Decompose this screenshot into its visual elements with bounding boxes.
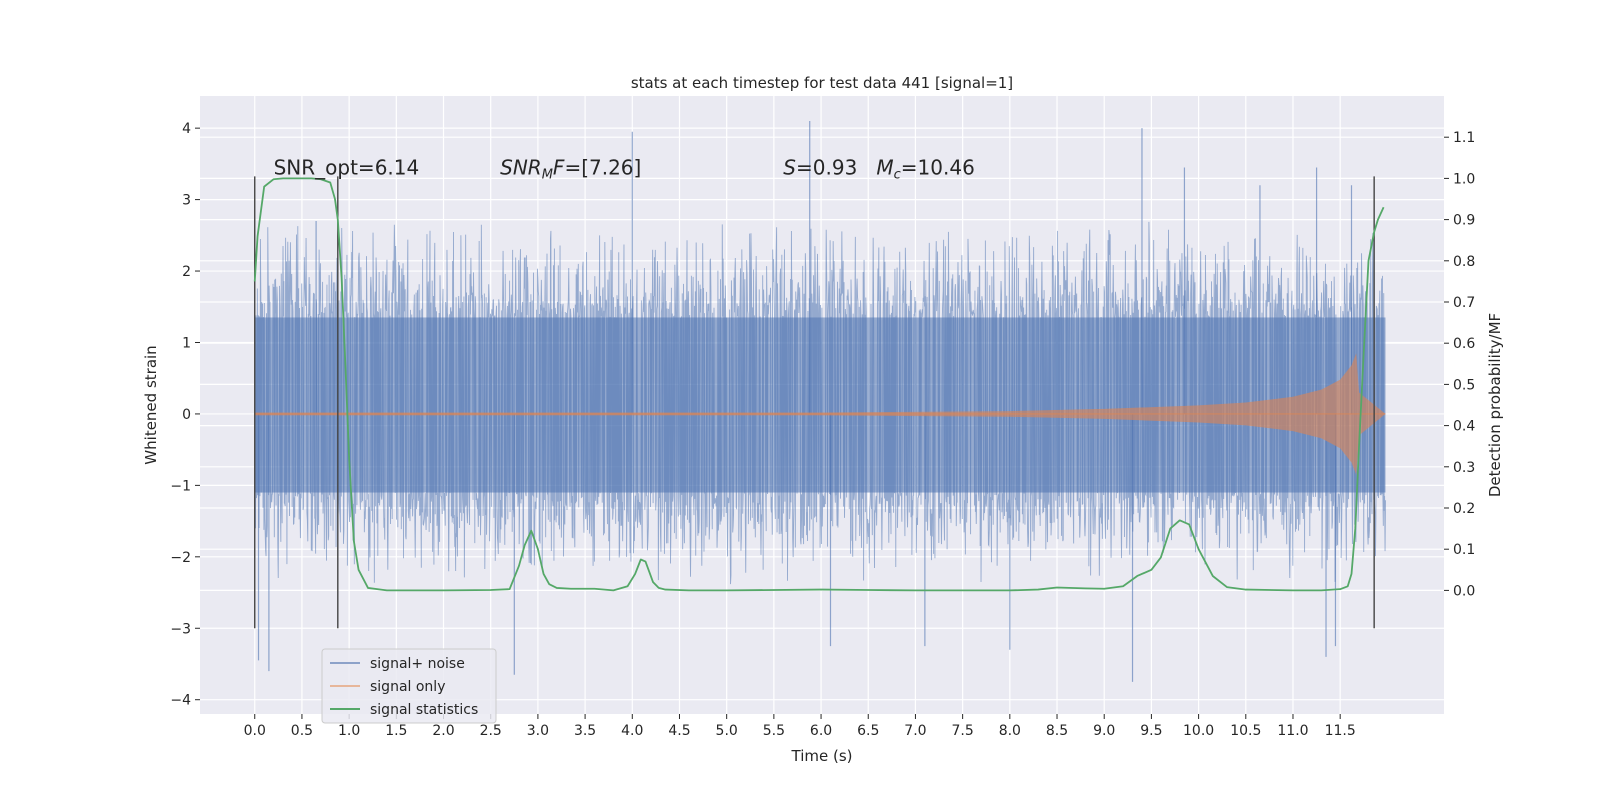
x-tick-label-22: 11.0: [1277, 723, 1308, 739]
x-tick-label-12: 6.0: [810, 723, 832, 739]
y-right-tick-label-6: 0.6: [1453, 336, 1475, 352]
stats-line: [253, 177, 1385, 592]
x-axis-label: Time (s): [791, 747, 853, 765]
x-tick-label-13: 6.5: [857, 723, 879, 739]
x-tick-label-10: 5.0: [716, 723, 738, 739]
x-axis-ticks: 0.0 0.5 1.0 1.5 2.0 2.5 3.0 3.5 4.0 4.5 5.0 5.5 6.0 6…: [244, 714, 1356, 739]
x-tick-label-18: 9.0: [1093, 723, 1115, 739]
x-tick-label-23: 11.5: [1325, 723, 1356, 739]
x-tick-label-16: 8.0: [999, 723, 1021, 739]
y-left-tick-label-6: 2: [182, 264, 191, 280]
y-left-tick-label-8: 4: [182, 121, 191, 137]
x-tick-label-8: 4.0: [621, 723, 643, 739]
y-right-tick-label-5: 0.5: [1453, 377, 1475, 393]
x-tick-label-9: 4.5: [668, 723, 690, 739]
y-left-tick-label-3: −1: [170, 478, 191, 494]
chart-title: stats at each timestep for test data 441…: [631, 74, 1013, 92]
y-right-tick-label-1: 0.1: [1453, 542, 1475, 558]
y-right-tick-label-9: 0.9: [1453, 213, 1475, 229]
x-tick-label-21: 10.5: [1230, 723, 1261, 739]
y-right-tick-label-7: 0.7: [1453, 295, 1475, 311]
legend-label-signal: signal only: [370, 679, 445, 695]
y-right-tick-label-3: 0.3: [1453, 460, 1475, 476]
x-tick-label-15: 7.5: [952, 723, 974, 739]
x-tick-label-5: 2.5: [480, 723, 502, 739]
x-tick-label-3: 1.5: [385, 723, 407, 739]
y-right-tick-label-4: 0.4: [1453, 419, 1475, 435]
y-axis-left-ticks: −4 −3 −2 −1 0 1 2 3 4: [170, 121, 200, 709]
x-tick-label-11: 5.5: [763, 723, 785, 739]
x-tick-label-14: 7.0: [904, 723, 926, 739]
x-tick-label-19: 9.5: [1140, 723, 1162, 739]
legend-label-stats: signal statistics: [370, 702, 478, 718]
series-signal-statistics: [253, 177, 1385, 592]
annotation-2: S=0.93 Mc=10.46: [783, 155, 975, 182]
y-left-tick-label-5: 1: [182, 335, 191, 351]
y-axis-right-ticks: 0.0 0.1 0.2 0.3 0.4 0.5 0.6 0.7 0.8 0.9 1.0 1.1: [1444, 130, 1475, 599]
y-right-tick-label-0: 0.0: [1453, 583, 1475, 599]
y-left-tick-label-1: −3: [170, 621, 191, 637]
y-left-tick-label-4: 0: [182, 407, 191, 423]
x-tick-label-20: 10.0: [1183, 723, 1214, 739]
x-tick-label-17: 8.5: [1046, 723, 1068, 739]
y-left-tick-label-2: −2: [170, 550, 191, 566]
annotations: SNR_opt=6.14 SNRMF=[7.26] S=0.93 Mc=10.46: [274, 155, 975, 182]
y-left-tick-label-0: −4: [170, 693, 191, 709]
legend-box: [321, 648, 497, 724]
x-tick-label-0: 0.0: [244, 723, 266, 739]
x-tick-label-1: 0.5: [291, 723, 313, 739]
noise-core-band: [254, 317, 1386, 493]
series-signal-only: [254, 353, 1386, 475]
x-tick-label-2: 1.0: [338, 723, 360, 739]
y-axis-left-label: Whitened strain: [142, 345, 160, 464]
annotation-1: SNRMF=[7.26]: [500, 155, 641, 182]
y-right-tick-label-2: 0.2: [1453, 501, 1475, 517]
legend-label-noise: signal+ noise: [370, 656, 465, 672]
x-tick-label-7: 3.5: [574, 723, 596, 739]
vertical-markers: [254, 176, 1375, 629]
series-signal-noise: [254, 121, 1386, 682]
x-tick-label-4: 2.0: [432, 723, 454, 739]
y-right-tick-label-10: 1.0: [1453, 171, 1475, 187]
y-axis-right-label: Detection probability/MF: [1486, 313, 1504, 497]
x-tick-label-6: 3.0: [527, 723, 549, 739]
legend: signal+ noise signal only signal statist…: [321, 648, 497, 724]
y-right-tick-label-8: 0.8: [1453, 254, 1475, 270]
annotation-0: SNR_opt=6.14: [274, 155, 420, 179]
y-left-tick-label-7: 3: [182, 193, 191, 209]
y-right-tick-label-11: 1.1: [1453, 130, 1475, 146]
